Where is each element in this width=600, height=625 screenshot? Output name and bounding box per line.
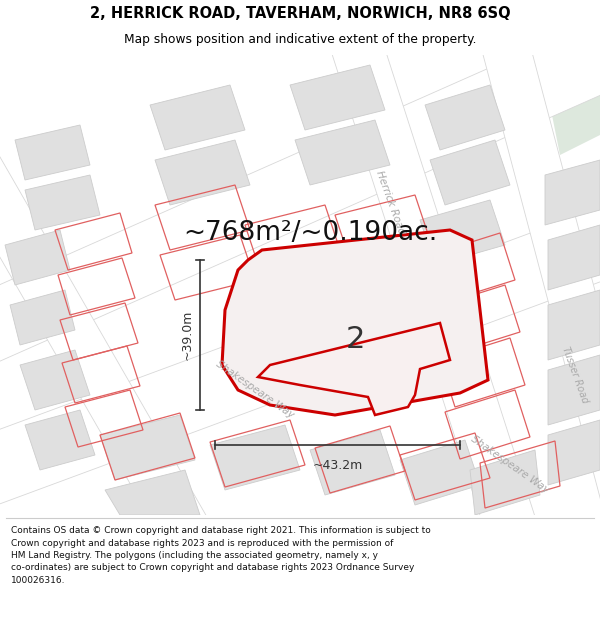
Polygon shape (25, 175, 100, 230)
Polygon shape (400, 440, 480, 505)
Polygon shape (470, 450, 540, 515)
Polygon shape (150, 85, 245, 150)
Polygon shape (548, 290, 600, 360)
Text: Shakespeare Way: Shakespeare Way (214, 359, 296, 421)
Text: ~768m²/~0.190ac.: ~768m²/~0.190ac. (183, 220, 437, 246)
Polygon shape (25, 410, 95, 470)
Text: Herrick Road: Herrick Road (374, 170, 406, 236)
Polygon shape (15, 125, 90, 180)
Polygon shape (100, 415, 195, 480)
Polygon shape (425, 85, 505, 150)
Polygon shape (258, 323, 450, 415)
Polygon shape (0, 3, 600, 377)
Polygon shape (420, 200, 505, 265)
Polygon shape (290, 65, 385, 130)
Polygon shape (548, 420, 600, 485)
Polygon shape (477, 19, 600, 561)
Polygon shape (430, 140, 510, 205)
Polygon shape (540, 55, 600, 155)
Polygon shape (0, 182, 600, 518)
Text: ~39.0m: ~39.0m (181, 310, 194, 360)
Polygon shape (310, 430, 395, 495)
Polygon shape (105, 470, 200, 515)
Polygon shape (210, 425, 300, 490)
Polygon shape (10, 290, 75, 345)
Text: ~43.2m: ~43.2m (313, 459, 362, 472)
Text: 2: 2 (346, 326, 365, 354)
Polygon shape (222, 230, 488, 415)
Polygon shape (548, 225, 600, 290)
Polygon shape (295, 120, 390, 185)
Polygon shape (5, 230, 70, 285)
Polygon shape (325, 17, 545, 563)
Text: 2, HERRICK ROAD, TAVERHAM, NORWICH, NR8 6SQ: 2, HERRICK ROAD, TAVERHAM, NORWICH, NR8 … (89, 6, 511, 21)
Polygon shape (548, 355, 600, 425)
Polygon shape (155, 140, 250, 205)
Text: Contains OS data © Crown copyright and database right 2021. This information is : Contains OS data © Crown copyright and d… (11, 526, 431, 585)
Text: Tusser Road: Tusser Road (560, 346, 590, 404)
Polygon shape (545, 160, 600, 225)
Text: Map shows position and indicative extent of the property.: Map shows position and indicative extent… (124, 33, 476, 46)
Polygon shape (20, 350, 90, 410)
Text: Shakespeare Way: Shakespeare Way (469, 434, 551, 496)
Polygon shape (0, 142, 221, 568)
